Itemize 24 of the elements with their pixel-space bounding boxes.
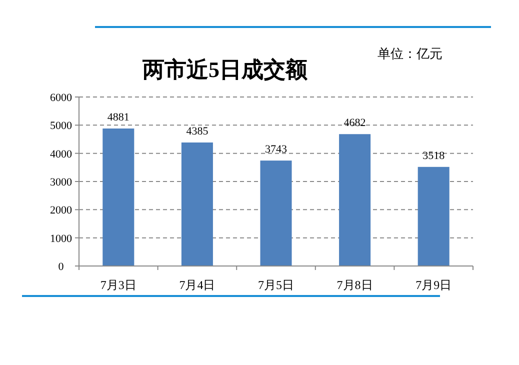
bar — [418, 166, 450, 266]
y-tick-label: 4000 — [50, 148, 72, 160]
x-tick-label: 7月5日 — [258, 278, 294, 292]
y-tick-label: 1000 — [50, 232, 72, 245]
x-tick-label: 7月4日 — [179, 278, 216, 292]
y-tick-label: 6000 — [50, 92, 72, 104]
y-tick-label: 3000 — [50, 176, 72, 188]
data-label: 3743 — [265, 144, 288, 156]
data-label: 4881 — [107, 112, 130, 124]
bar — [339, 134, 371, 266]
bar — [102, 128, 134, 266]
data-label: 4682 — [344, 117, 366, 130]
y-tick-label: 2000 — [50, 204, 72, 217]
chart-title: 两市近5日成交额 — [142, 57, 308, 82]
x-tick-label: 7月8日 — [336, 278, 373, 292]
x-tick-label: 7月3日 — [100, 278, 136, 292]
y-tick-label: 5000 — [50, 120, 72, 132]
bar — [260, 160, 292, 266]
x-tick-label: 7月9日 — [416, 278, 452, 292]
data-label: 3518 — [422, 150, 446, 162]
data-label: 4385 — [186, 125, 209, 138]
bar — [181, 142, 213, 266]
y-tick-label: 0 — [58, 261, 64, 273]
text: 单位：亿元 — [378, 47, 442, 62]
